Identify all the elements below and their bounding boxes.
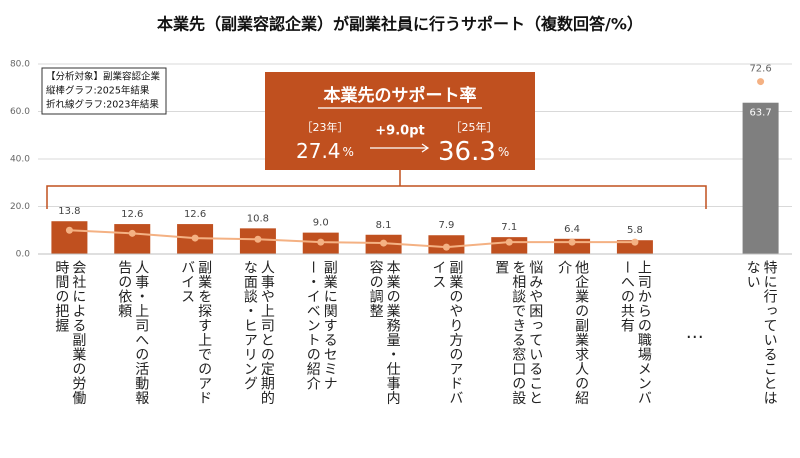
x-tick-label: …: [685, 322, 704, 343]
y-tick-label: 40.0: [10, 155, 30, 165]
line-point: [317, 238, 325, 246]
y-tick-label: 20.0: [10, 202, 30, 212]
x-tick-label: 会社による副業の労働時間の把握: [53, 260, 87, 405]
line-point: [380, 239, 388, 247]
value-label: 10.8: [247, 213, 269, 224]
y-tick-label: 60.0: [10, 107, 30, 117]
note-line: 【分析対象】副業容認企業: [46, 71, 161, 83]
note-box: [41, 67, 167, 115]
value-label: 7.9: [438, 220, 454, 231]
callout-box: [265, 72, 535, 170]
x-tick-label: 副業のやり方のアドバイス: [430, 260, 464, 405]
value-label: 72.6: [749, 64, 771, 75]
x-tick-label: 悩みや困っていることを相談できる窓口の設置: [493, 260, 544, 405]
x-tick-label: 上司からの職場メンバーへの共有: [618, 260, 652, 405]
callout-number: 27.4: [296, 139, 341, 163]
value-label: 63.7: [749, 108, 771, 119]
value-label: 5.8: [627, 225, 643, 236]
bar: [114, 224, 151, 254]
callout-label: ［25年］: [451, 120, 498, 134]
x-tick-label: 人事・上司への活動報告の依頼: [116, 260, 150, 405]
x-tick-label: 他企業の副業求人の紹介: [556, 260, 590, 405]
x-tick-label: 特に行っていることはない: [744, 260, 778, 405]
callout-arrow: [370, 143, 430, 153]
bar: [616, 240, 653, 254]
value-label: 7.1: [501, 222, 517, 233]
bar: [51, 221, 88, 254]
y-tick-label: 80.0: [10, 60, 30, 70]
value-label: 8.1: [376, 220, 392, 231]
x-tick-label: 人事や上司との定期的な面談・ヒアリング: [241, 260, 275, 405]
callout-value: 27.4%: [296, 139, 354, 163]
line-point: [65, 226, 73, 234]
bar: [742, 102, 779, 255]
x-tick-label: 副業を探す上でのアドバイス: [179, 260, 213, 405]
value-label: 13.8: [58, 206, 80, 217]
x-tick-label: 本業の業務量・仕事内容の調整: [367, 260, 401, 405]
value-label: 6.4: [564, 224, 580, 235]
callout-title: 本業先のサポート率: [324, 85, 477, 106]
callout-unit: %: [343, 145, 354, 159]
callout-value: 36.3%: [438, 137, 509, 167]
x-tick-label: 副業に関するセミナー・イベントの紹介: [304, 260, 338, 391]
line-point: [631, 238, 639, 246]
note-line: 折れ線グラフ:2023年結果: [46, 99, 159, 111]
line: [69, 229, 635, 249]
value-label: 12.6: [121, 209, 143, 220]
line-point: [505, 238, 513, 246]
line-point: [191, 234, 199, 242]
line-point: [568, 238, 576, 246]
bracket: [46, 170, 707, 209]
callout-change: +9.0pt: [375, 124, 424, 139]
callout-number: 36.3: [438, 137, 496, 167]
line-point: [128, 229, 136, 237]
value-label: 9.0: [313, 218, 329, 229]
line-point: [254, 235, 262, 243]
value-label: 12.6: [184, 209, 206, 220]
chart-title: 本業先（副業容認企業）が副業社員に行うサポート（複数回答/%）: [157, 15, 643, 34]
note-line: 縦棒グラフ:2025年結果: [46, 85, 150, 97]
line-point: [442, 243, 450, 251]
callout-label: ［23年］: [302, 120, 349, 134]
y-tick-label: 0.0: [16, 250, 31, 260]
line-point: [757, 78, 765, 86]
callout-unit: %: [498, 145, 509, 159]
